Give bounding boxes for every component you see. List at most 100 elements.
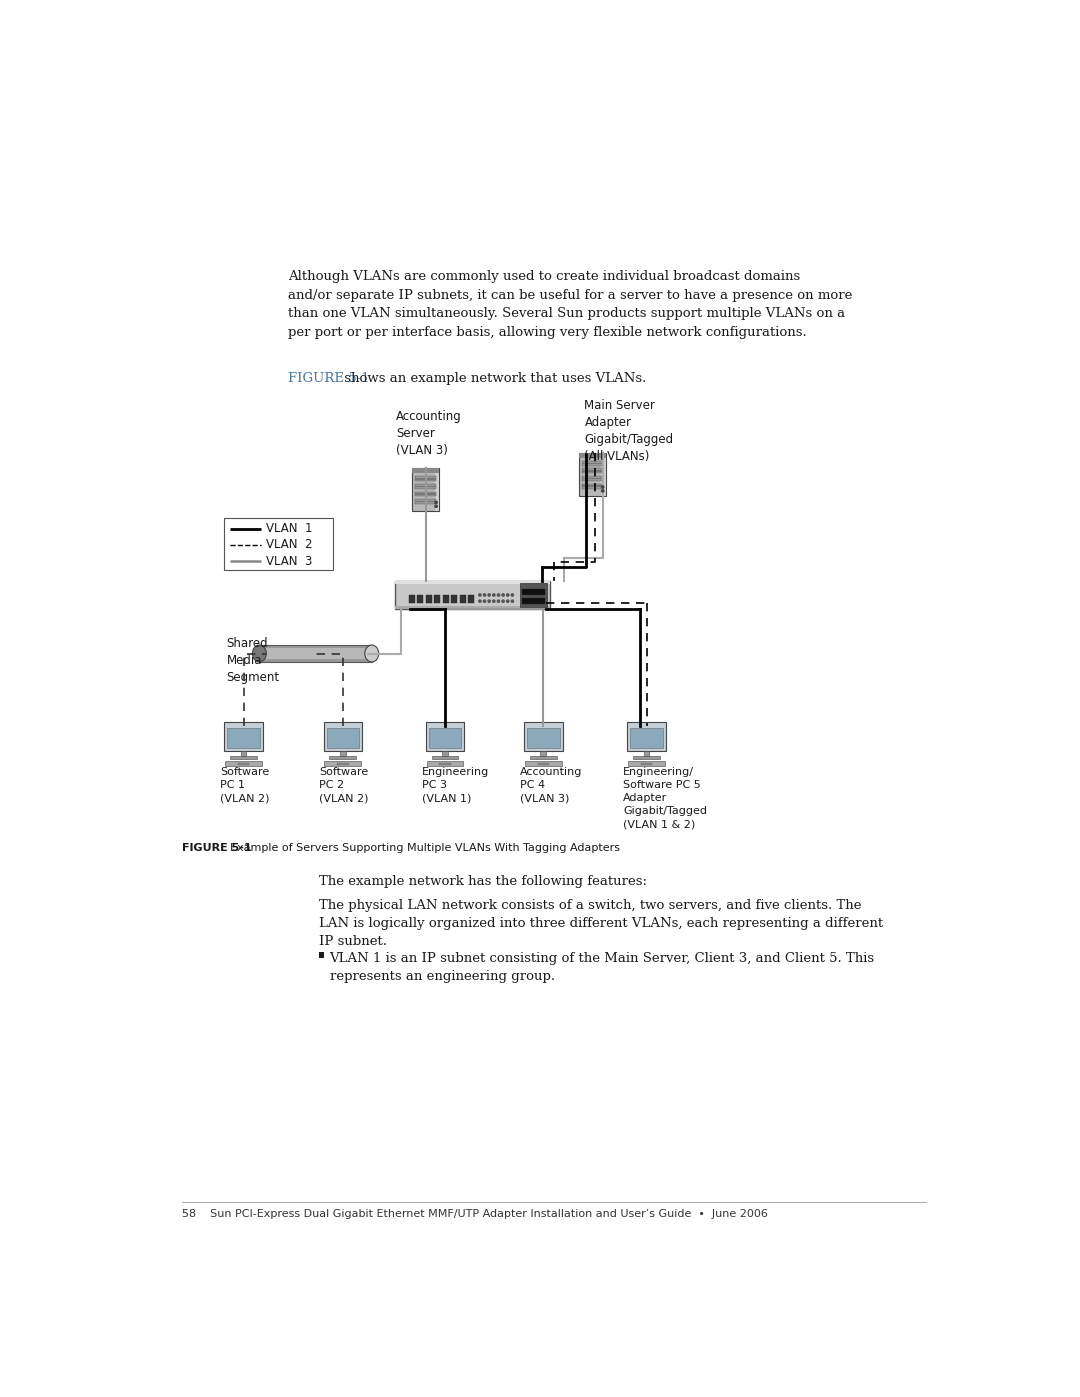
Bar	[230, 756, 257, 760]
Bar	[415, 483, 436, 489]
Bar	[415, 492, 436, 496]
Bar	[640, 763, 652, 766]
FancyBboxPatch shape	[427, 761, 463, 766]
Text: Although VLANs are commonly used to create individual broadcast domains
and/or s: Although VLANs are commonly used to crea…	[287, 270, 852, 338]
Circle shape	[492, 594, 495, 597]
Circle shape	[497, 599, 500, 602]
Text: The example network has the following features:: The example network has the following fe…	[319, 875, 647, 887]
Bar	[451, 595, 458, 602]
Ellipse shape	[365, 645, 379, 662]
Bar	[227, 728, 259, 749]
Bar	[259, 648, 372, 659]
Circle shape	[478, 594, 481, 597]
Circle shape	[511, 594, 514, 597]
Bar	[225, 518, 333, 570]
Text: Shared
Media
Segment: Shared Media Segment	[227, 637, 280, 685]
Bar	[582, 476, 603, 481]
Circle shape	[435, 506, 437, 507]
Text: VLAN  3: VLAN 3	[266, 555, 312, 567]
Bar	[417, 595, 423, 602]
Circle shape	[602, 490, 604, 492]
FancyBboxPatch shape	[413, 468, 438, 511]
Bar	[579, 453, 606, 458]
FancyBboxPatch shape	[627, 722, 665, 752]
FancyBboxPatch shape	[426, 722, 464, 752]
Bar	[631, 728, 663, 749]
Circle shape	[507, 594, 509, 597]
FancyBboxPatch shape	[629, 761, 665, 766]
Bar	[602, 453, 606, 496]
FancyBboxPatch shape	[524, 722, 563, 752]
Bar	[394, 606, 550, 609]
Circle shape	[435, 502, 437, 503]
Text: VLAN  2: VLAN 2	[266, 538, 312, 552]
Bar	[415, 493, 436, 495]
Circle shape	[484, 599, 486, 602]
Bar	[415, 499, 436, 504]
Bar	[408, 595, 415, 602]
Bar	[582, 486, 603, 488]
Text: Accounting
Server
(VLAN 3): Accounting Server (VLAN 3)	[396, 411, 462, 457]
FancyBboxPatch shape	[525, 761, 562, 766]
Text: FIGURE 5-1: FIGURE 5-1	[287, 372, 369, 384]
FancyBboxPatch shape	[225, 722, 262, 752]
Text: The physical LAN network consists of a switch, two servers, and five clients. Th: The physical LAN network consists of a s…	[319, 900, 882, 949]
Text: 58    Sun PCI-Express Dual Gigabit Ethernet MMF/UTP Adapter Installation and Use: 58 Sun PCI-Express Dual Gigabit Ethernet…	[181, 1208, 768, 1218]
Text: VLAN 1 is an IP subnet consisting of the Main Server, Client 3, and Client 5. Th: VLAN 1 is an IP subnet consisting of the…	[329, 951, 875, 982]
Text: Accounting
PC 4
(VLAN 3): Accounting PC 4 (VLAN 3)	[521, 767, 582, 803]
Circle shape	[497, 594, 500, 597]
Circle shape	[488, 594, 490, 597]
Bar	[582, 471, 603, 472]
Bar	[415, 478, 436, 479]
FancyBboxPatch shape	[225, 761, 262, 766]
Bar	[582, 478, 603, 479]
FancyBboxPatch shape	[324, 722, 362, 752]
Circle shape	[484, 594, 486, 597]
Bar	[337, 763, 349, 766]
Bar	[522, 588, 545, 595]
Bar	[329, 756, 356, 760]
Circle shape	[602, 486, 604, 488]
Bar	[432, 756, 458, 760]
FancyBboxPatch shape	[579, 453, 606, 496]
Bar	[582, 468, 603, 474]
Bar	[582, 461, 603, 465]
Bar	[460, 595, 465, 602]
Text: Main Server
Adapter
Gigabit/Tagged
(All VLANs): Main Server Adapter Gigabit/Tagged (All …	[584, 398, 674, 462]
Bar	[582, 462, 603, 464]
Text: shows an example network that uses VLANs.: shows an example network that uses VLANs…	[340, 372, 647, 384]
Text: Example of Servers Supporting Multiple VLANs With Tagging Adapters: Example of Servers Supporting Multiple V…	[230, 842, 620, 854]
Bar	[259, 645, 372, 662]
Bar	[429, 728, 461, 749]
FancyBboxPatch shape	[324, 761, 361, 766]
Circle shape	[488, 599, 490, 602]
Bar	[644, 752, 649, 756]
Bar	[434, 468, 438, 511]
Bar	[426, 595, 432, 602]
Bar	[415, 502, 436, 503]
Bar	[340, 752, 346, 756]
Bar	[241, 752, 246, 756]
Circle shape	[502, 599, 504, 602]
Text: FIGURE 5-1: FIGURE 5-1	[181, 842, 252, 854]
Bar	[394, 581, 550, 609]
Text: Software
PC 1
(VLAN 2): Software PC 1 (VLAN 2)	[220, 767, 270, 803]
Bar	[522, 598, 545, 605]
Ellipse shape	[253, 645, 267, 662]
Bar	[443, 595, 449, 602]
Bar	[415, 486, 436, 488]
Circle shape	[502, 594, 504, 597]
Bar	[633, 756, 660, 760]
Circle shape	[507, 599, 509, 602]
Bar	[540, 752, 546, 756]
Bar	[442, 752, 448, 756]
Text: Software
PC 2
(VLAN 2): Software PC 2 (VLAN 2)	[320, 767, 369, 803]
Bar	[538, 763, 550, 766]
Bar	[413, 468, 438, 474]
Text: Engineering
PC 3
(VLAN 1): Engineering PC 3 (VLAN 1)	[422, 767, 489, 803]
Bar	[394, 581, 550, 584]
Bar	[582, 483, 603, 489]
Bar	[238, 763, 249, 766]
Bar	[434, 595, 441, 602]
Bar	[326, 728, 359, 749]
